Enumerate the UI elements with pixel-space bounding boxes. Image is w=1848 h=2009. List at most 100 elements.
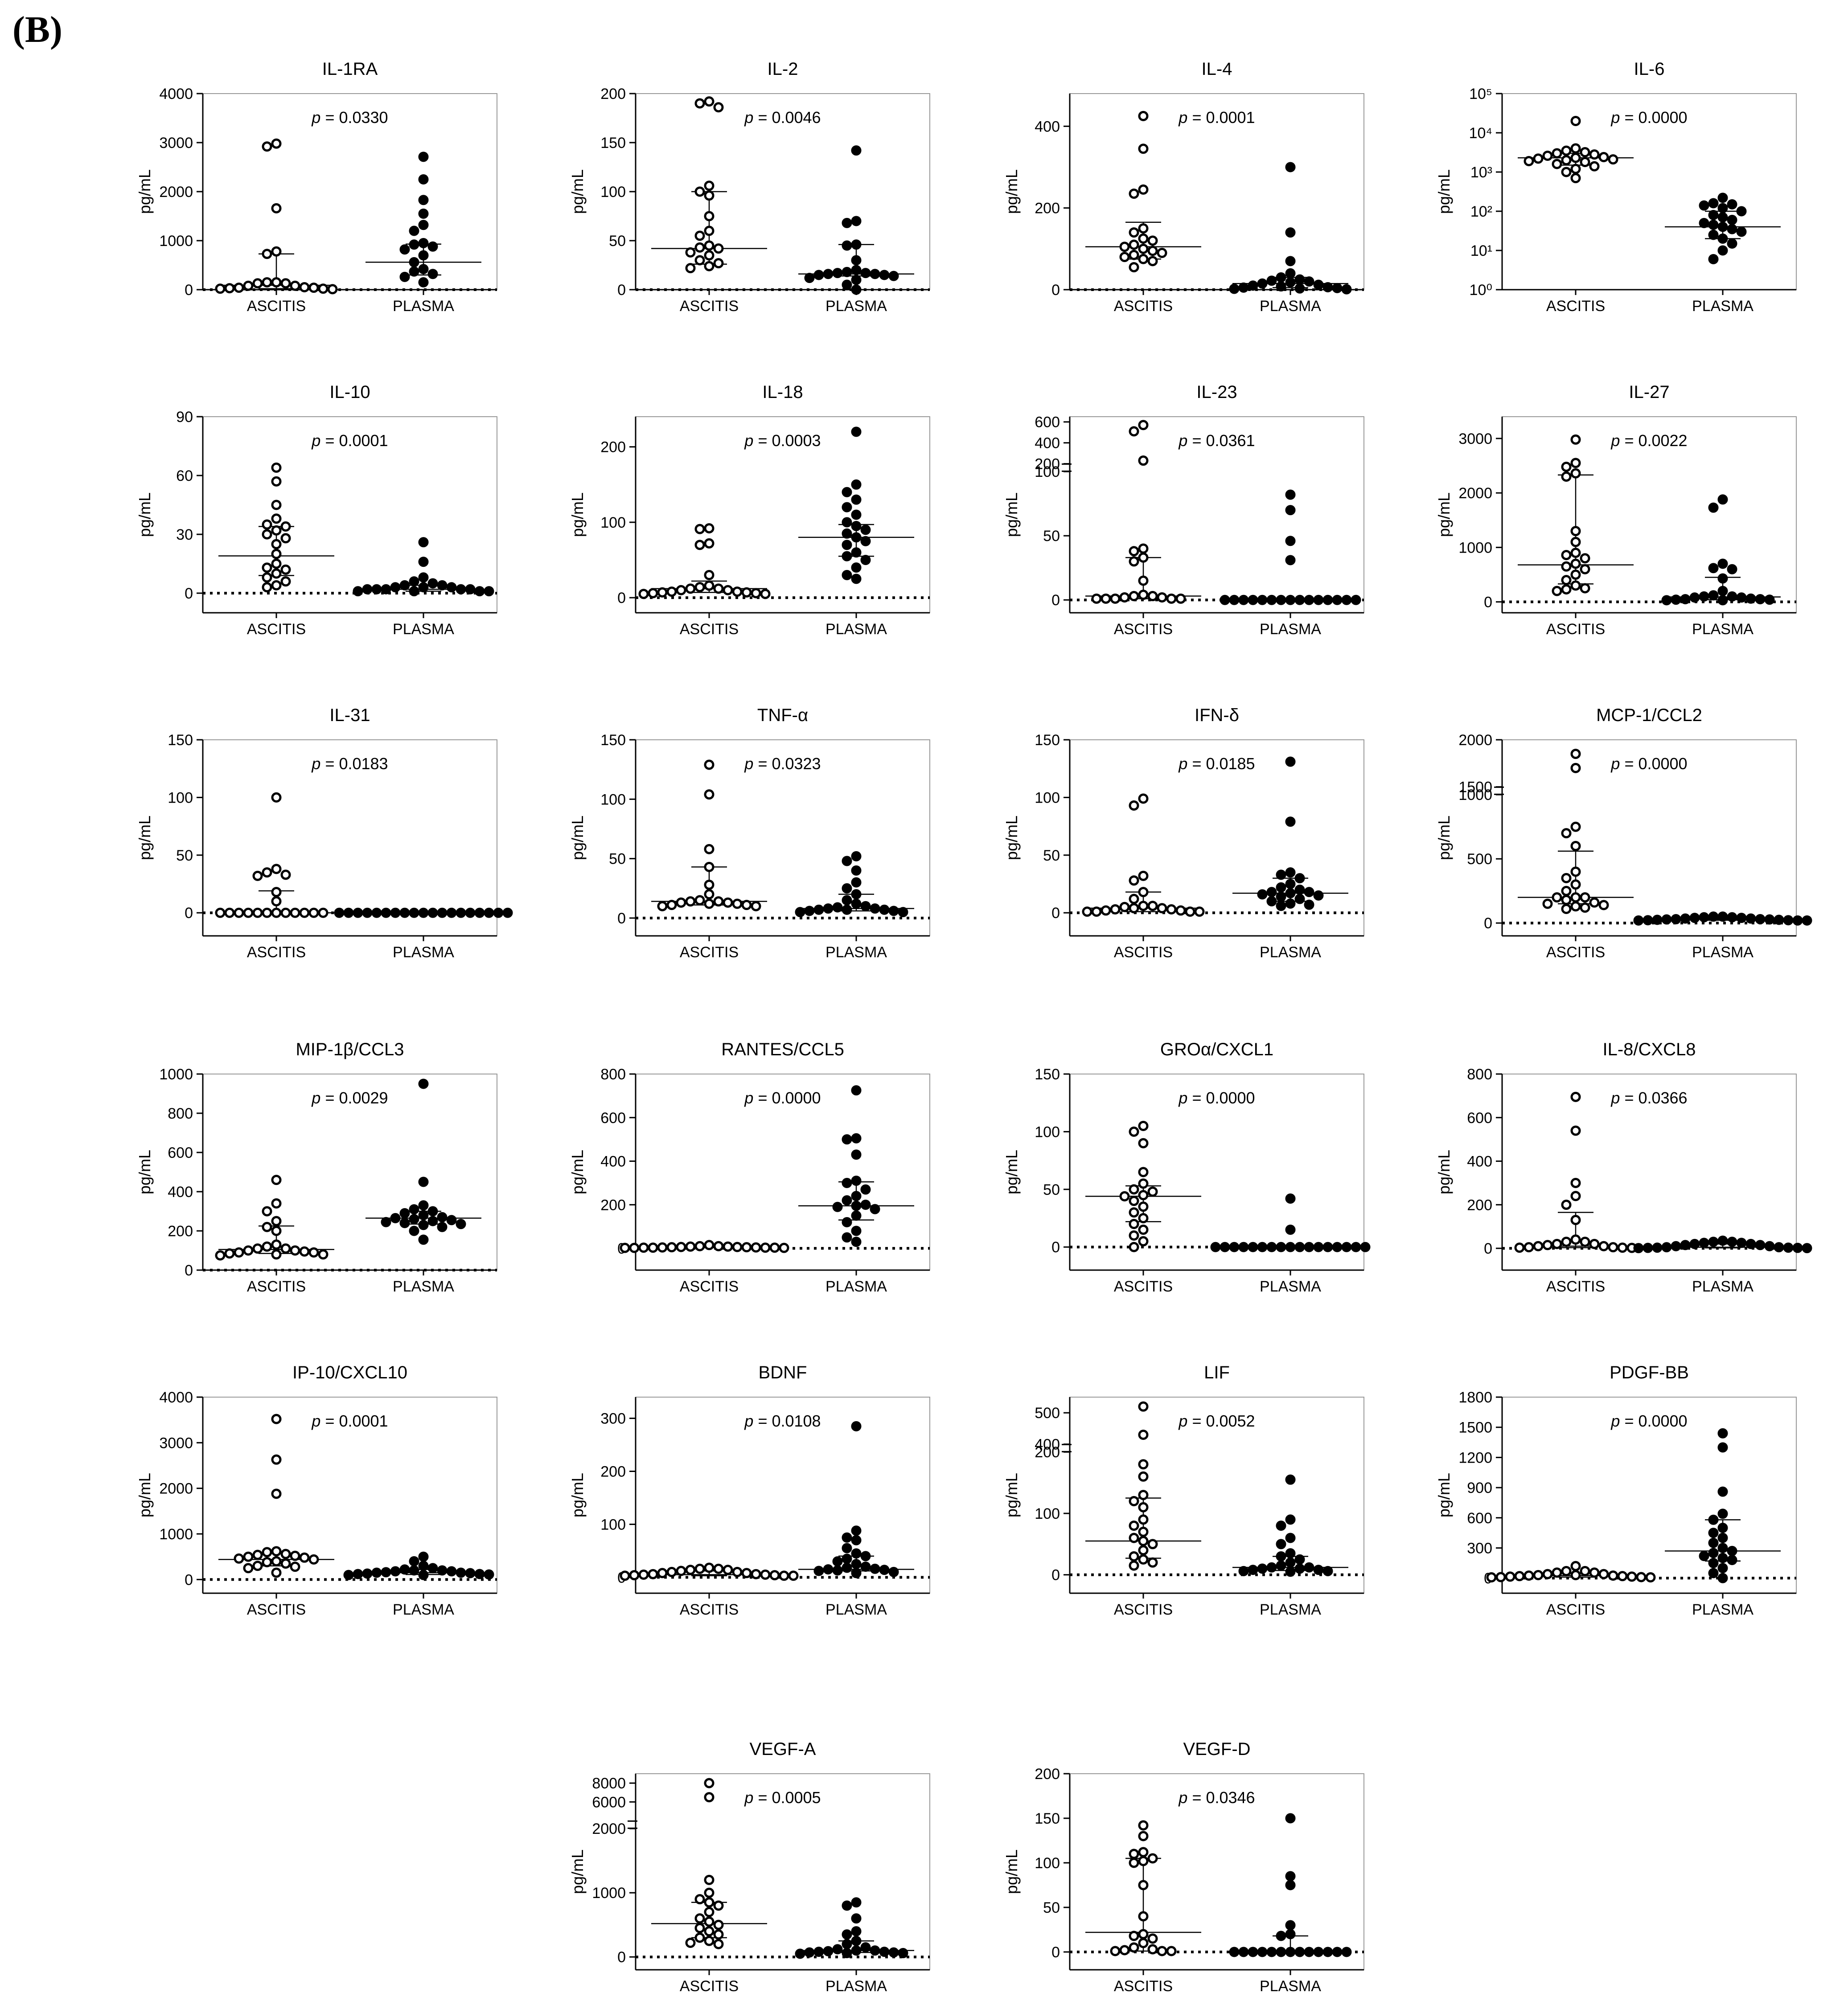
plasma-point xyxy=(870,1945,880,1956)
plasma-point xyxy=(1736,226,1747,237)
ascitis-point xyxy=(234,283,244,293)
series-ascitis xyxy=(1082,793,1205,917)
ascitis-point xyxy=(657,1568,668,1578)
plasma-point xyxy=(1708,1528,1719,1538)
plasma-point xyxy=(851,877,862,888)
plasma-point xyxy=(1285,277,1296,287)
plasma-point xyxy=(1229,1242,1240,1252)
plasma-point xyxy=(813,1566,824,1576)
plasma-point xyxy=(1661,595,1672,606)
plasma-point xyxy=(465,584,476,594)
y-tick-label: 200 xyxy=(600,439,626,456)
y-tick-label: 0 xyxy=(1484,915,1492,932)
x-tick-label: ASCITIS xyxy=(1114,1278,1173,1295)
x-tick-label: PLASMA xyxy=(1692,1601,1754,1618)
y-tick-label: 200 xyxy=(1035,1766,1060,1783)
plasma-point xyxy=(1708,502,1719,513)
plasma-point xyxy=(456,584,466,594)
p-symbol: p xyxy=(1178,1089,1187,1107)
ascitis-point xyxy=(1589,1567,1600,1578)
ascitis-point xyxy=(262,529,272,540)
plasma-point xyxy=(842,904,852,915)
plasma-point xyxy=(870,903,880,914)
ascitis-point xyxy=(271,500,282,510)
ascitis-point xyxy=(751,901,761,911)
p-value-label: p = 0.0000 xyxy=(744,1089,821,1107)
series-ascitis xyxy=(1518,116,1634,184)
ascitis-point xyxy=(215,1250,226,1261)
x-tick-label: PLASMA xyxy=(825,1978,887,1995)
ascitis-point xyxy=(685,247,696,258)
ascitis-point xyxy=(1138,1201,1149,1212)
p-symbol: p xyxy=(744,108,753,127)
plasma-point xyxy=(832,1201,843,1212)
ascitis-point xyxy=(694,1241,705,1251)
ascitis-point xyxy=(1138,1911,1149,1922)
plasma-point xyxy=(456,1219,466,1230)
plasma-point xyxy=(842,1900,852,1911)
y-tick-label: 3000 xyxy=(1458,430,1492,447)
plasma-point xyxy=(860,1942,871,1953)
plasma-point xyxy=(1266,887,1277,898)
y-tick-label: 3000 xyxy=(159,1435,193,1451)
ascitis-point xyxy=(704,570,715,580)
ascitis-point xyxy=(271,1556,282,1566)
ascitis-point xyxy=(1138,1938,1149,1948)
plasma-point xyxy=(484,1569,494,1580)
plasma-point xyxy=(1285,1557,1296,1568)
ascitis-point xyxy=(1524,1242,1534,1253)
plasma-point xyxy=(860,555,871,566)
y-axis-label: pg/mL xyxy=(568,816,587,860)
y-tick-label: 6000 xyxy=(592,1794,626,1811)
plasma-point xyxy=(879,1565,890,1575)
ascitis-point xyxy=(215,283,226,294)
y-tick-label: 400 xyxy=(1035,435,1060,452)
ascitis-point xyxy=(1157,592,1167,603)
ascitis-point xyxy=(751,1569,761,1579)
chart-17: IP-10/CXCL10 0 1000 2000 3000 4000 pg/mL p = 0.… xyxy=(136,1363,497,1618)
plasma-point xyxy=(1727,224,1737,234)
ascitis-point xyxy=(1570,468,1581,479)
ascitis-point xyxy=(1129,1207,1139,1218)
chart-title: IL-10 xyxy=(329,382,370,402)
ascitis-point xyxy=(271,1175,282,1185)
ascitis-point xyxy=(1570,1191,1581,1201)
p-value-label: p = 0.0000 xyxy=(1178,1089,1255,1107)
chart-2: IL-2 0 50 100 150 200 pg/mL p = 0.0046 ASCITIS PL… xyxy=(568,59,930,315)
plasma-point xyxy=(1248,1565,1258,1575)
plasma-point xyxy=(418,1200,429,1211)
x-tick-label: ASCITIS xyxy=(1114,621,1173,638)
plasma-point xyxy=(1285,1929,1296,1939)
y-tick-label: 500 xyxy=(1467,851,1492,868)
ascitis-point xyxy=(1082,906,1092,917)
ascitis-point xyxy=(318,283,329,294)
ascitis-point xyxy=(1119,1191,1130,1201)
chart-title: IL-18 xyxy=(762,382,803,402)
y-tick-label: 0 xyxy=(1484,594,1492,611)
ascitis-point xyxy=(262,1547,272,1558)
chart-22: VEGF-D 0 50 100 150 200 pg/mL p = 0.0346 ASCITIS… xyxy=(1002,1739,1364,1995)
plasma-point xyxy=(1699,200,1709,211)
y-tick-label: 10⁵ xyxy=(1469,86,1492,102)
series-ascitis xyxy=(1518,749,1634,914)
p-symbol: p xyxy=(311,754,320,773)
p-value: = 0.0005 xyxy=(753,1788,821,1807)
x-tick-label: PLASMA xyxy=(1692,1278,1754,1295)
series-ascitis xyxy=(1085,420,1201,604)
ascitis-point xyxy=(280,521,291,532)
ascitis-point xyxy=(1138,901,1149,911)
ascitis-point xyxy=(271,792,282,803)
y-tick-label: 60 xyxy=(176,467,193,484)
ascitis-point xyxy=(280,1549,291,1559)
plasma-point xyxy=(860,1551,871,1562)
ascitis-point xyxy=(271,513,282,524)
plasma-point xyxy=(1313,890,1324,901)
x-tick-label: ASCITIS xyxy=(247,621,306,638)
plasma-point xyxy=(409,907,419,918)
plasma-point xyxy=(851,521,862,531)
ascitis-point xyxy=(1570,537,1581,547)
plasma-point xyxy=(1313,1565,1324,1575)
y-tick-label: 50 xyxy=(609,233,626,250)
ascitis-point xyxy=(723,897,733,908)
